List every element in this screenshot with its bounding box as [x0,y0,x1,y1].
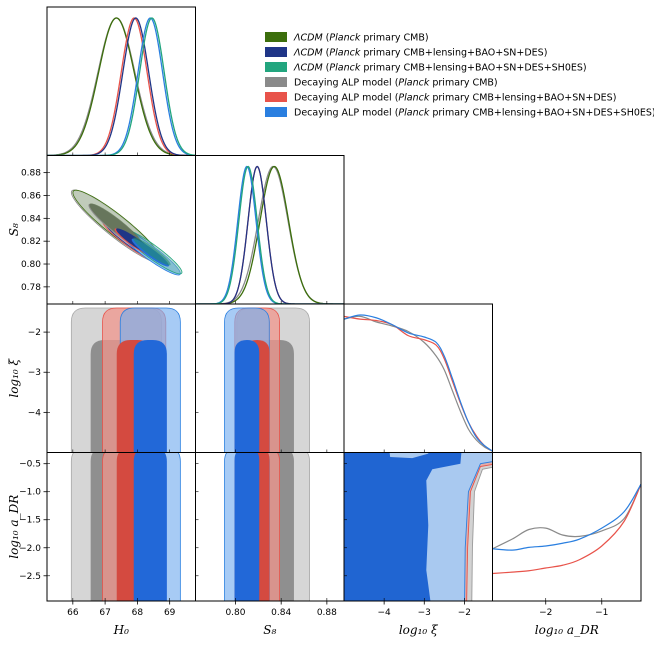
ytick-label-3-1: −1.0 [19,488,41,498]
xtick-label-0-3: 69 [164,608,176,618]
pdf-H0-3 [47,17,196,156]
pdf-log10xi-3 [344,315,493,452]
panel-frame-1-1 [195,155,345,305]
legend-label-1: ΛCDM (Planck primary CMB+lensing+BAO+SN+… [293,48,547,59]
diag-H0-panel [47,17,196,156]
ytick-label-2-2: −4 [28,408,42,418]
pdf-S8-5 [195,165,344,304]
legend-swatch-4 [265,92,287,102]
panel-H0-log10xi [70,307,181,453]
panels-layer [47,17,641,601]
band68-S8-log10aDR-alp-sh0es [234,452,260,601]
ytick-label-1-2: 0.82 [21,237,41,247]
legend-swatch-1 [265,47,287,57]
panel-H0-log10aDR [70,452,181,601]
pdf-H0-2 [47,17,196,156]
pdf-H0-4 [47,17,196,156]
pdf-H0-5 [47,17,196,156]
xtick-label-1-1: 0.84 [271,608,291,618]
ylabel-S8: S₈ [7,223,21,236]
legend: ΛCDM (Planck primary CMB) ΛCDM (Planck pr… [265,32,654,119]
ytick-label-3-2: −1.5 [19,516,41,526]
xtick-label-0-1: 67 [99,608,110,618]
panel-S8-log10xi [224,307,310,453]
legend-swatch-5 [265,107,287,117]
ytick-label-3-0: −0.5 [19,460,41,470]
pdf-S8-1 [195,165,344,304]
pdf-log10aDR-5 [492,483,641,551]
ytick-label-3-4: −2.5 [19,572,41,582]
pdf-S8-4 [195,165,344,304]
xtick-label-3-1: −1 [595,608,608,618]
pdf-S8-3 [195,165,344,304]
panel-S8-log10aDR [224,452,310,601]
ytick-label-1-0: 0.78 [21,283,41,293]
legend-label-0: ΛCDM (Planck primary CMB) [293,33,429,44]
xtick-label-3-0: −2 [539,608,552,618]
panel-H0-S8 [70,189,183,276]
axes-layer: 66 67 68 69 0.80 0.84 0.88 −4 −3 −2 −2 −1 0.78 0.80 0.… [7,6,642,637]
band68-S8-log10xi-alp-sh0es [234,340,260,453]
diag-S8-panel [195,165,344,304]
ytick-label-1-1: 0.80 [21,260,41,270]
pdf-log10aDR-3 [492,483,641,550]
pdf-log10xi-4 [344,315,493,452]
xlabel-log10xi: log₁₀ ξ [399,623,439,637]
ytick-label-1-3: 0.84 [21,214,41,224]
xtick-label-2-2: −2 [458,608,471,618]
xlabel-S8: S₈ [263,623,276,637]
xlabel-log10aDR: log₁₀ a_DR [535,623,599,637]
diag-log10aDR-panel [492,483,641,575]
legend-label-4: Decaying ALP model (Planck primary CMB+l… [294,93,616,104]
ytick-label-1-5: 0.88 [21,169,41,179]
panel-frame-3-3 [492,452,642,602]
legend-swatch-3 [265,77,287,87]
diag-log10xi-panel [344,314,493,452]
legend-label-3: Decaying ALP model (Planck primary CMB) [294,78,498,89]
ylabel-log10xi: log₁₀ ξ [7,357,21,397]
panel-frame-2-2 [343,303,493,453]
ylabel-log10aDR: log₁₀ a_DR [7,495,21,559]
contour68-H0-S8-2 [133,237,171,266]
xtick-label-2-1: −3 [418,608,431,618]
ytick-label-2-0: −2 [28,328,41,338]
xtick-label-0-2: 68 [132,608,144,618]
ytick-label-1-4: 0.86 [21,191,41,201]
legend-swatch-0 [265,32,287,42]
ytick-label-2-1: −3 [28,368,41,378]
xtick-label-1-0: 0.80 [225,608,245,618]
xtick-label-0-0: 66 [67,608,79,618]
xtick-label-1-2: 0.88 [317,608,337,618]
pdf-log10aDR-4 [492,483,641,575]
band68-H0-log10aDR-alp-sh0es [133,452,167,601]
legend-swatch-2 [265,62,287,72]
pdf-H0-1 [47,17,196,156]
pdf-S8-2 [195,165,344,304]
contour68-xi-aDR-alp-sh0es [344,452,462,601]
pdf-log10xi-5 [344,314,493,452]
xlabel-H0: H₀ [113,623,129,637]
pdf-H0-0 [47,17,196,156]
panel-log10xi-log10aDR [344,452,493,601]
legend-label-5: Decaying ALP model (Planck primary CMB+l… [294,108,654,119]
legend-label-2: ΛCDM (Planck primary CMB+lensing+BAO+SN+… [293,63,587,74]
xtick-label-2-0: −4 [377,608,391,618]
ytick-label-3-3: −2.0 [19,544,41,554]
band68-H0-log10xi-alp-sh0es [133,340,167,453]
pdf-S8-0 [195,165,344,304]
